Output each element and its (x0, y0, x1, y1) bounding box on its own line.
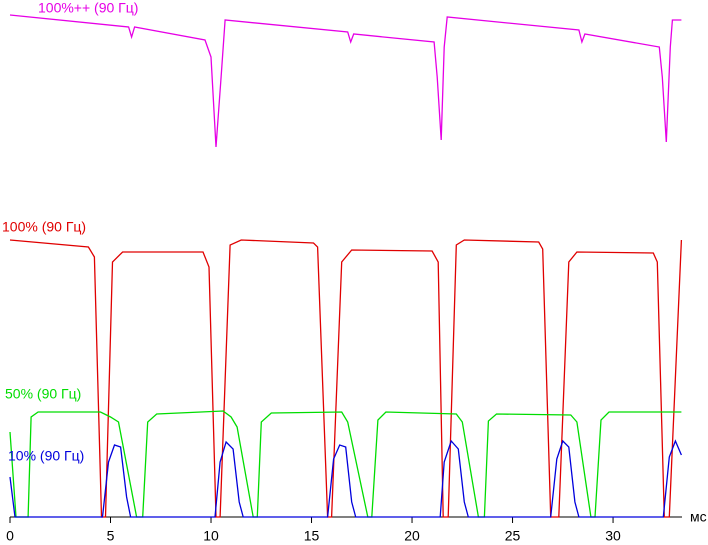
series-line (9, 439, 682, 518)
x-tick-label: 15 (304, 528, 320, 544)
series-label: 50% (90 Гц) (5, 386, 81, 402)
series-line (9, 14, 682, 148)
series-label: 100%++ (90 Гц) (38, 0, 138, 16)
series-label: 100% (90 Гц) (2, 219, 86, 235)
x-tick-label: 20 (404, 528, 420, 544)
x-tick-label: 0 (6, 528, 14, 544)
series-line (9, 410, 682, 518)
x-axis-unit: мс (690, 509, 707, 525)
series-line (9, 239, 683, 518)
series-label: 10% (90 Гц) (8, 448, 84, 464)
x-tick-label: 25 (505, 528, 521, 544)
x-tick-label: 30 (605, 528, 621, 544)
x-tick-label: 10 (203, 528, 219, 544)
x-tick-label: 5 (107, 528, 115, 544)
